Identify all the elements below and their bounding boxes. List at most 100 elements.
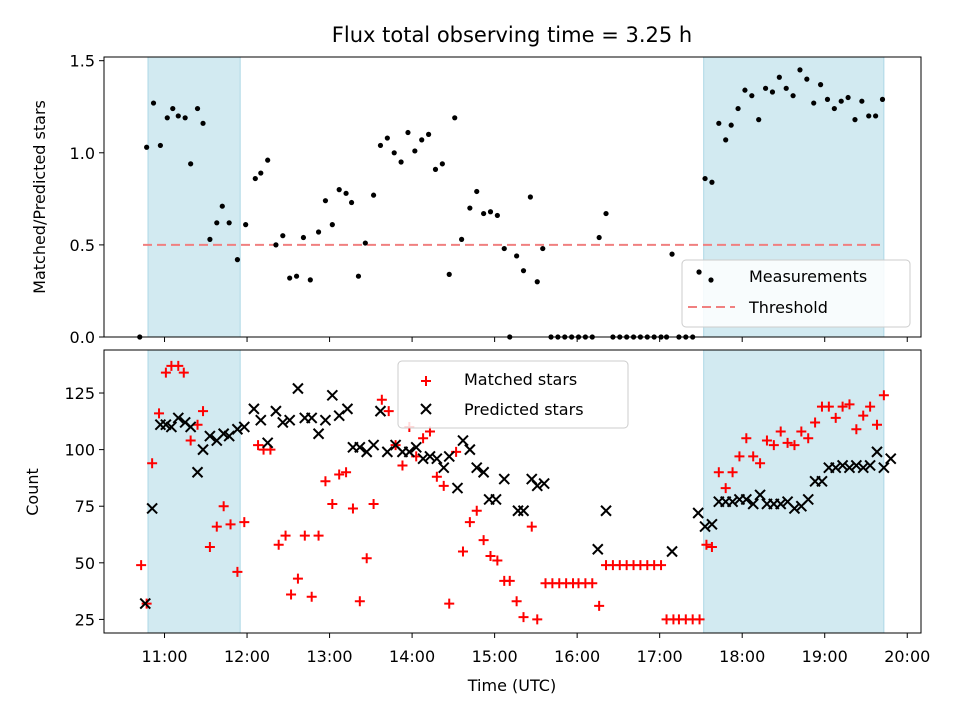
matched-star-point	[782, 437, 793, 448]
measurement-point	[735, 105, 741, 112]
measurement-point	[776, 74, 782, 80]
matched-star-point	[418, 433, 429, 444]
matched-star-point	[837, 401, 848, 412]
y-tick-label: 0.0	[70, 328, 95, 347]
measurement-point	[391, 150, 397, 156]
predicted-star-point	[165, 421, 178, 433]
matched-star-point	[239, 517, 250, 528]
measurement-point	[702, 175, 708, 182]
predicted-star-point	[878, 462, 890, 474]
bottom-panel: 25 50 75 100 125 11:00 12:00 13:00 14:00 15:00 16…	[23, 349, 930, 695]
predicted-star-point	[788, 502, 801, 515]
x-tick-label: 15:00	[472, 647, 518, 666]
measurement-point	[501, 245, 507, 252]
matched-star-point	[803, 433, 814, 444]
matched-star-point	[526, 521, 537, 532]
x-axis-label: Time (UTC)	[467, 676, 556, 695]
predicted-star-point	[374, 405, 387, 417]
predicted-star-point	[666, 545, 678, 558]
measurement-point	[425, 131, 432, 137]
measurement-point	[348, 199, 355, 206]
measurement-point	[170, 105, 176, 112]
predicted-star-point	[341, 403, 354, 415]
predicted-star-point	[410, 441, 422, 454]
measurement-point	[534, 279, 540, 285]
matched-star-point	[796, 426, 807, 437]
predicted-star-point	[424, 450, 436, 463]
measurement-point	[603, 210, 609, 217]
matched-star-point	[748, 451, 759, 462]
legend-predicted-label: Predicted stars	[464, 400, 584, 419]
legend-matched-label: Matched stars	[464, 370, 577, 389]
predicted-star-point	[864, 459, 876, 472]
predicted-star-point	[255, 414, 267, 426]
top-legend: Measurements Threshold	[681, 259, 911, 328]
measurement-point	[728, 122, 734, 128]
bottom-legend: Matched stars Predicted stars	[397, 360, 629, 429]
matched-star-point	[253, 440, 264, 451]
matched-star-point	[532, 614, 543, 625]
predicted-star-point	[464, 443, 476, 456]
predicted-star-point	[871, 446, 883, 458]
predicted-star-point	[231, 423, 244, 435]
matched-star-point	[789, 440, 800, 451]
x-tick-label: 13:00	[307, 647, 353, 666]
predicted-star-point	[774, 498, 787, 510]
predicted-star-point	[754, 489, 766, 501]
y-tick-label: 75	[75, 497, 95, 516]
measurement-point	[723, 137, 729, 143]
measurement-point	[811, 100, 817, 106]
matched-star-point	[587, 578, 598, 589]
predicted-star-point	[184, 421, 197, 433]
measurement-point	[514, 253, 520, 259]
measurement-point	[219, 203, 225, 209]
predicted-star-point	[204, 430, 216, 442]
predicted-star-point	[836, 459, 849, 472]
measurement-point	[234, 257, 241, 263]
measurement-point	[362, 240, 368, 246]
matched-star-point	[713, 467, 724, 478]
bottom-shaded-intervals	[147, 349, 885, 634]
measurement-point	[669, 251, 675, 257]
measurement-point	[188, 161, 194, 167]
measurement-point	[214, 220, 220, 226]
measurement-point	[226, 220, 232, 226]
matched-star-point	[347, 503, 358, 514]
measurement-point	[467, 205, 473, 211]
y-tick-label: 100	[64, 441, 95, 460]
measurement-point	[405, 129, 411, 136]
measurement-point	[838, 98, 844, 104]
measurement-point	[200, 120, 206, 126]
measurement-point	[540, 245, 546, 252]
measurement-point	[845, 94, 851, 101]
measurement-point	[446, 271, 452, 277]
matched-star-point	[701, 539, 712, 550]
measurement-point	[487, 209, 494, 215]
measurement-point	[293, 273, 300, 279]
matched-star-point	[354, 596, 365, 607]
matched-star-point	[878, 390, 889, 401]
matched-star-point	[204, 541, 215, 552]
x-tick-label: 12:00	[224, 647, 270, 666]
measurement-point	[164, 115, 170, 121]
matched-star-point	[457, 546, 468, 557]
measurement-point	[287, 275, 293, 281]
matched-star-point	[706, 541, 717, 552]
predicted-star-point	[490, 493, 502, 506]
matched-star-point	[471, 505, 482, 516]
measurement-point	[474, 188, 480, 195]
predicted-star-point	[146, 502, 158, 515]
bottom-x-axis: 11:00 12:00 13:00 14:00 15:00 16:00 17:00 18:00…	[141, 633, 930, 666]
matched-star-point	[734, 451, 745, 462]
legend-predicted-marker	[420, 403, 432, 415]
predicted-star-point	[802, 493, 814, 506]
predicted-star-point	[277, 416, 289, 429]
measurement-point	[252, 175, 258, 182]
predicted-star-point	[238, 421, 251, 433]
predicted-star-point	[381, 446, 394, 458]
legend-matched-marker	[421, 376, 431, 386]
matched-star-point	[720, 483, 731, 494]
matched-star-point	[823, 401, 834, 412]
matched-star-point	[299, 530, 310, 541]
